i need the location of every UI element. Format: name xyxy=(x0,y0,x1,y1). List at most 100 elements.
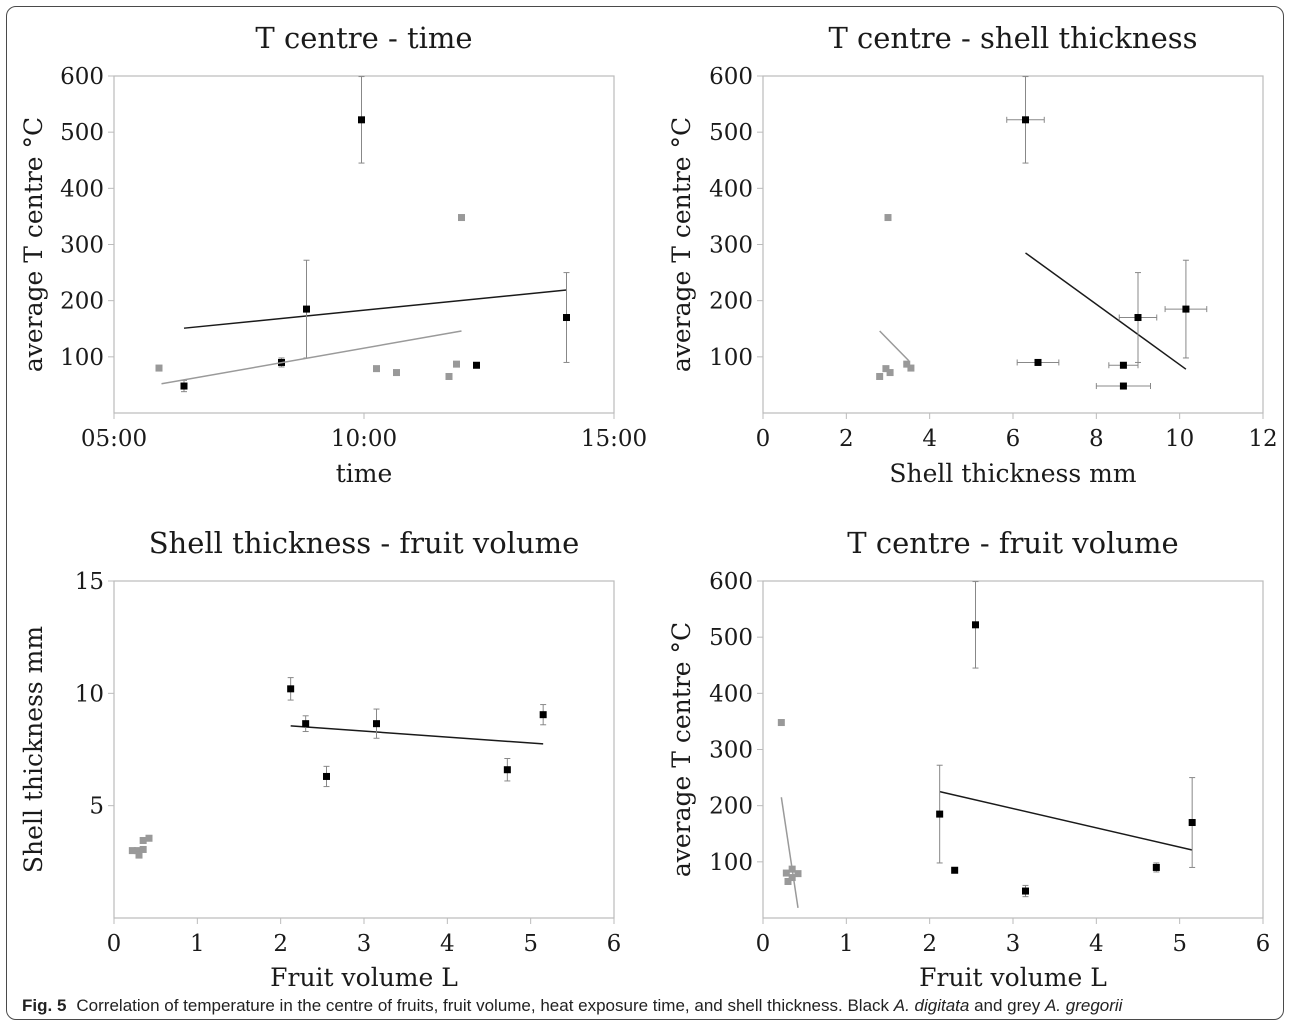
data-point xyxy=(139,836,147,844)
x-tick-label: 4 xyxy=(1089,931,1104,957)
data-point xyxy=(539,711,547,719)
x-axis-label: time xyxy=(336,459,393,488)
caption-label: Fig. 5 xyxy=(22,996,67,1015)
chart-tc_vol: T centre - fruit volume 0 1 2 3 4 5 6 100 200 300 4… xyxy=(667,526,1270,990)
data-point xyxy=(1182,305,1190,313)
plot-area xyxy=(762,580,1264,919)
data-point xyxy=(784,877,792,885)
x-tick-label: 3 xyxy=(1006,931,1021,957)
data-point xyxy=(782,869,790,877)
data-point xyxy=(903,360,911,368)
data-point xyxy=(473,361,480,369)
data-point xyxy=(133,847,141,855)
y-tick-label: 400 xyxy=(60,176,104,202)
y-axis-label: average T centre °C xyxy=(19,117,48,372)
series-digitata xyxy=(180,76,570,393)
data-point xyxy=(907,364,915,372)
y-tick-label: 200 xyxy=(709,794,753,820)
data-point xyxy=(1188,819,1196,827)
data-point xyxy=(1022,116,1029,124)
data-point xyxy=(886,369,894,377)
data-point xyxy=(303,305,310,313)
data-point xyxy=(358,116,365,124)
y-tick-label: 600 xyxy=(709,64,753,90)
data-point xyxy=(876,372,884,380)
y-axis-label: Shell thickness mm xyxy=(19,626,48,873)
data-point xyxy=(882,365,890,373)
x-tick-label: 3 xyxy=(357,931,372,957)
y-tick-label: 100 xyxy=(709,850,753,876)
chart-title: Shell thickness - fruit volume xyxy=(149,526,580,560)
y-axis-label: average T centre °C xyxy=(667,117,696,372)
y-tick-label: 400 xyxy=(709,681,753,707)
data-point xyxy=(1022,887,1029,895)
data-point xyxy=(180,382,188,390)
y-tick-label: 600 xyxy=(709,569,753,595)
data-point xyxy=(884,214,892,222)
data-point xyxy=(788,874,796,882)
trend-line xyxy=(939,790,1193,851)
data-point xyxy=(503,766,511,774)
y-tick-label: 100 xyxy=(709,345,753,371)
chart-shell_vol: Shell thickness - fruit volume 0 1 2 3 4 5 6 5 10… xyxy=(19,526,621,990)
series-digitata xyxy=(287,677,547,788)
x-tick-label: 12 xyxy=(1248,426,1277,452)
caption-text-middle: and grey xyxy=(969,996,1045,1015)
y-tick-label: 600 xyxy=(60,64,104,90)
data-point xyxy=(951,866,959,874)
x-axis-label: Shell thickness mm xyxy=(889,459,1136,488)
data-point xyxy=(453,360,460,368)
data-point xyxy=(145,834,153,842)
series-digitata xyxy=(1006,76,1208,390)
trend-line xyxy=(1025,252,1187,370)
data-point xyxy=(777,719,785,727)
x-tick-label: 6 xyxy=(1256,931,1271,957)
y-tick-label: 500 xyxy=(60,120,104,146)
y-tick-label: 15 xyxy=(75,569,104,595)
x-tick-label: 6 xyxy=(607,931,622,957)
x-tick-label: 10 xyxy=(1165,426,1194,452)
x-tick-label: 4 xyxy=(922,426,937,452)
y-tick-label: 500 xyxy=(709,120,753,146)
data-point xyxy=(788,865,796,873)
x-tick-label: 5 xyxy=(523,931,538,957)
data-point xyxy=(323,772,330,780)
data-point xyxy=(287,685,295,693)
x-tick-label: 2 xyxy=(922,931,937,957)
y-tick-label: 300 xyxy=(709,738,753,764)
series-gregorii xyxy=(128,834,153,859)
trend-line xyxy=(183,289,567,329)
y-tick-label: 300 xyxy=(709,233,753,259)
x-tick-label: 15:00 xyxy=(581,426,647,452)
data-point xyxy=(458,214,465,222)
data-point xyxy=(373,365,380,373)
series-digitata xyxy=(936,581,1196,898)
chart-title: T centre - time xyxy=(255,21,472,55)
x-tick-label: 2 xyxy=(839,426,854,452)
data-point xyxy=(794,870,802,878)
y-tick-label: 500 xyxy=(709,625,753,651)
data-point xyxy=(155,364,163,372)
y-tick-label: 5 xyxy=(89,794,104,820)
x-tick-label: 0 xyxy=(107,931,122,957)
chart-title: T centre - shell thickness xyxy=(828,21,1197,55)
x-axis-label: Fruit volume L xyxy=(919,963,1107,990)
series-gregorii xyxy=(777,719,802,909)
x-tick-label: 8 xyxy=(1089,426,1104,452)
x-tick-label: 4 xyxy=(440,931,455,957)
data-point xyxy=(563,314,570,322)
caption-species-digitata: A. digitata xyxy=(893,996,970,1015)
caption-species-gregorii: A. gregorii xyxy=(1044,996,1123,1015)
figure-caption: Fig. 5 Correlation of temperature in the … xyxy=(22,996,1282,1016)
y-tick-label: 200 xyxy=(709,289,753,315)
trend-line xyxy=(780,797,799,909)
data-point xyxy=(936,810,944,818)
y-tick-label: 100 xyxy=(60,345,104,371)
chart-tc_time: T centre - time 05:00 10:00 15:00 100 200 300 4… xyxy=(19,21,647,488)
data-point xyxy=(373,720,380,728)
x-tick-label: 6 xyxy=(1006,426,1021,452)
data-point xyxy=(972,621,979,629)
data-point xyxy=(302,720,310,728)
data-point xyxy=(1134,314,1142,322)
